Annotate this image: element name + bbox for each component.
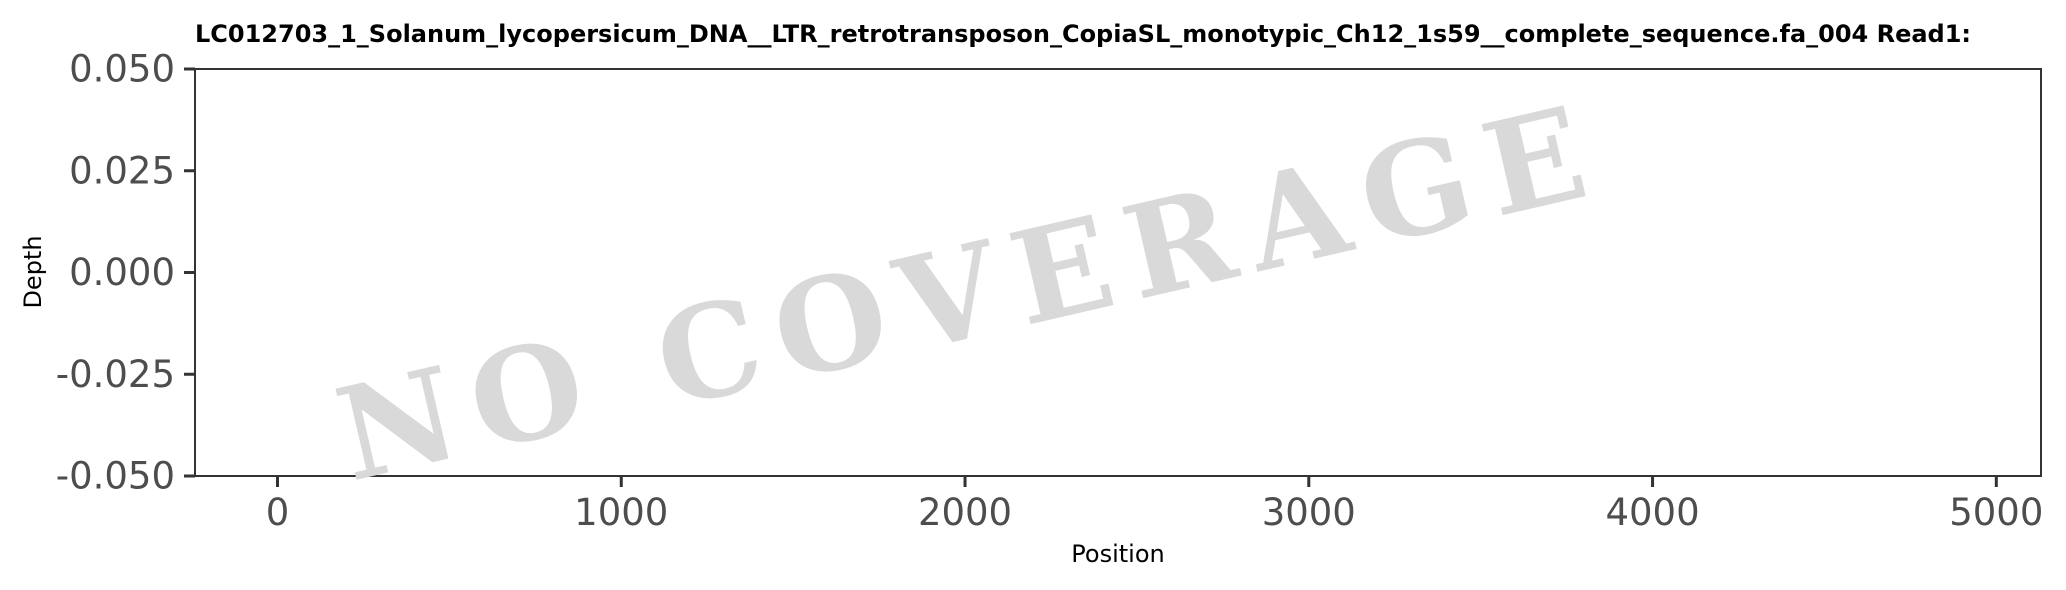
y-axis-label: Depth <box>19 235 47 308</box>
x-tick-label: 4000 <box>1605 491 1699 534</box>
y-tick-label: -0.050 <box>56 455 175 498</box>
y-tick-label: 0.025 <box>69 149 175 192</box>
x-tick-label: 2000 <box>918 491 1012 534</box>
y-tick-label: 0.050 <box>69 48 175 91</box>
plot-area <box>194 68 2042 477</box>
y-tick-label: -0.025 <box>56 353 175 396</box>
x-tick-label: 5000 <box>1949 491 2043 534</box>
x-tick-label: 0 <box>266 491 290 534</box>
y-axis: 0.050 0.025 0.000 -0.025 -0.050 <box>56 48 195 498</box>
x-tick-label: 3000 <box>1262 491 1356 534</box>
x-axis: 0 1000 2000 3000 4000 5000 <box>266 476 2043 534</box>
chart-title: LC012703_1_Solanum_lycopersicum_DNA__LTR… <box>195 20 1971 48</box>
y-tick-label: 0.000 <box>69 251 175 294</box>
x-tick-label: 1000 <box>574 491 668 534</box>
x-axis-label: Position <box>1071 540 1164 568</box>
